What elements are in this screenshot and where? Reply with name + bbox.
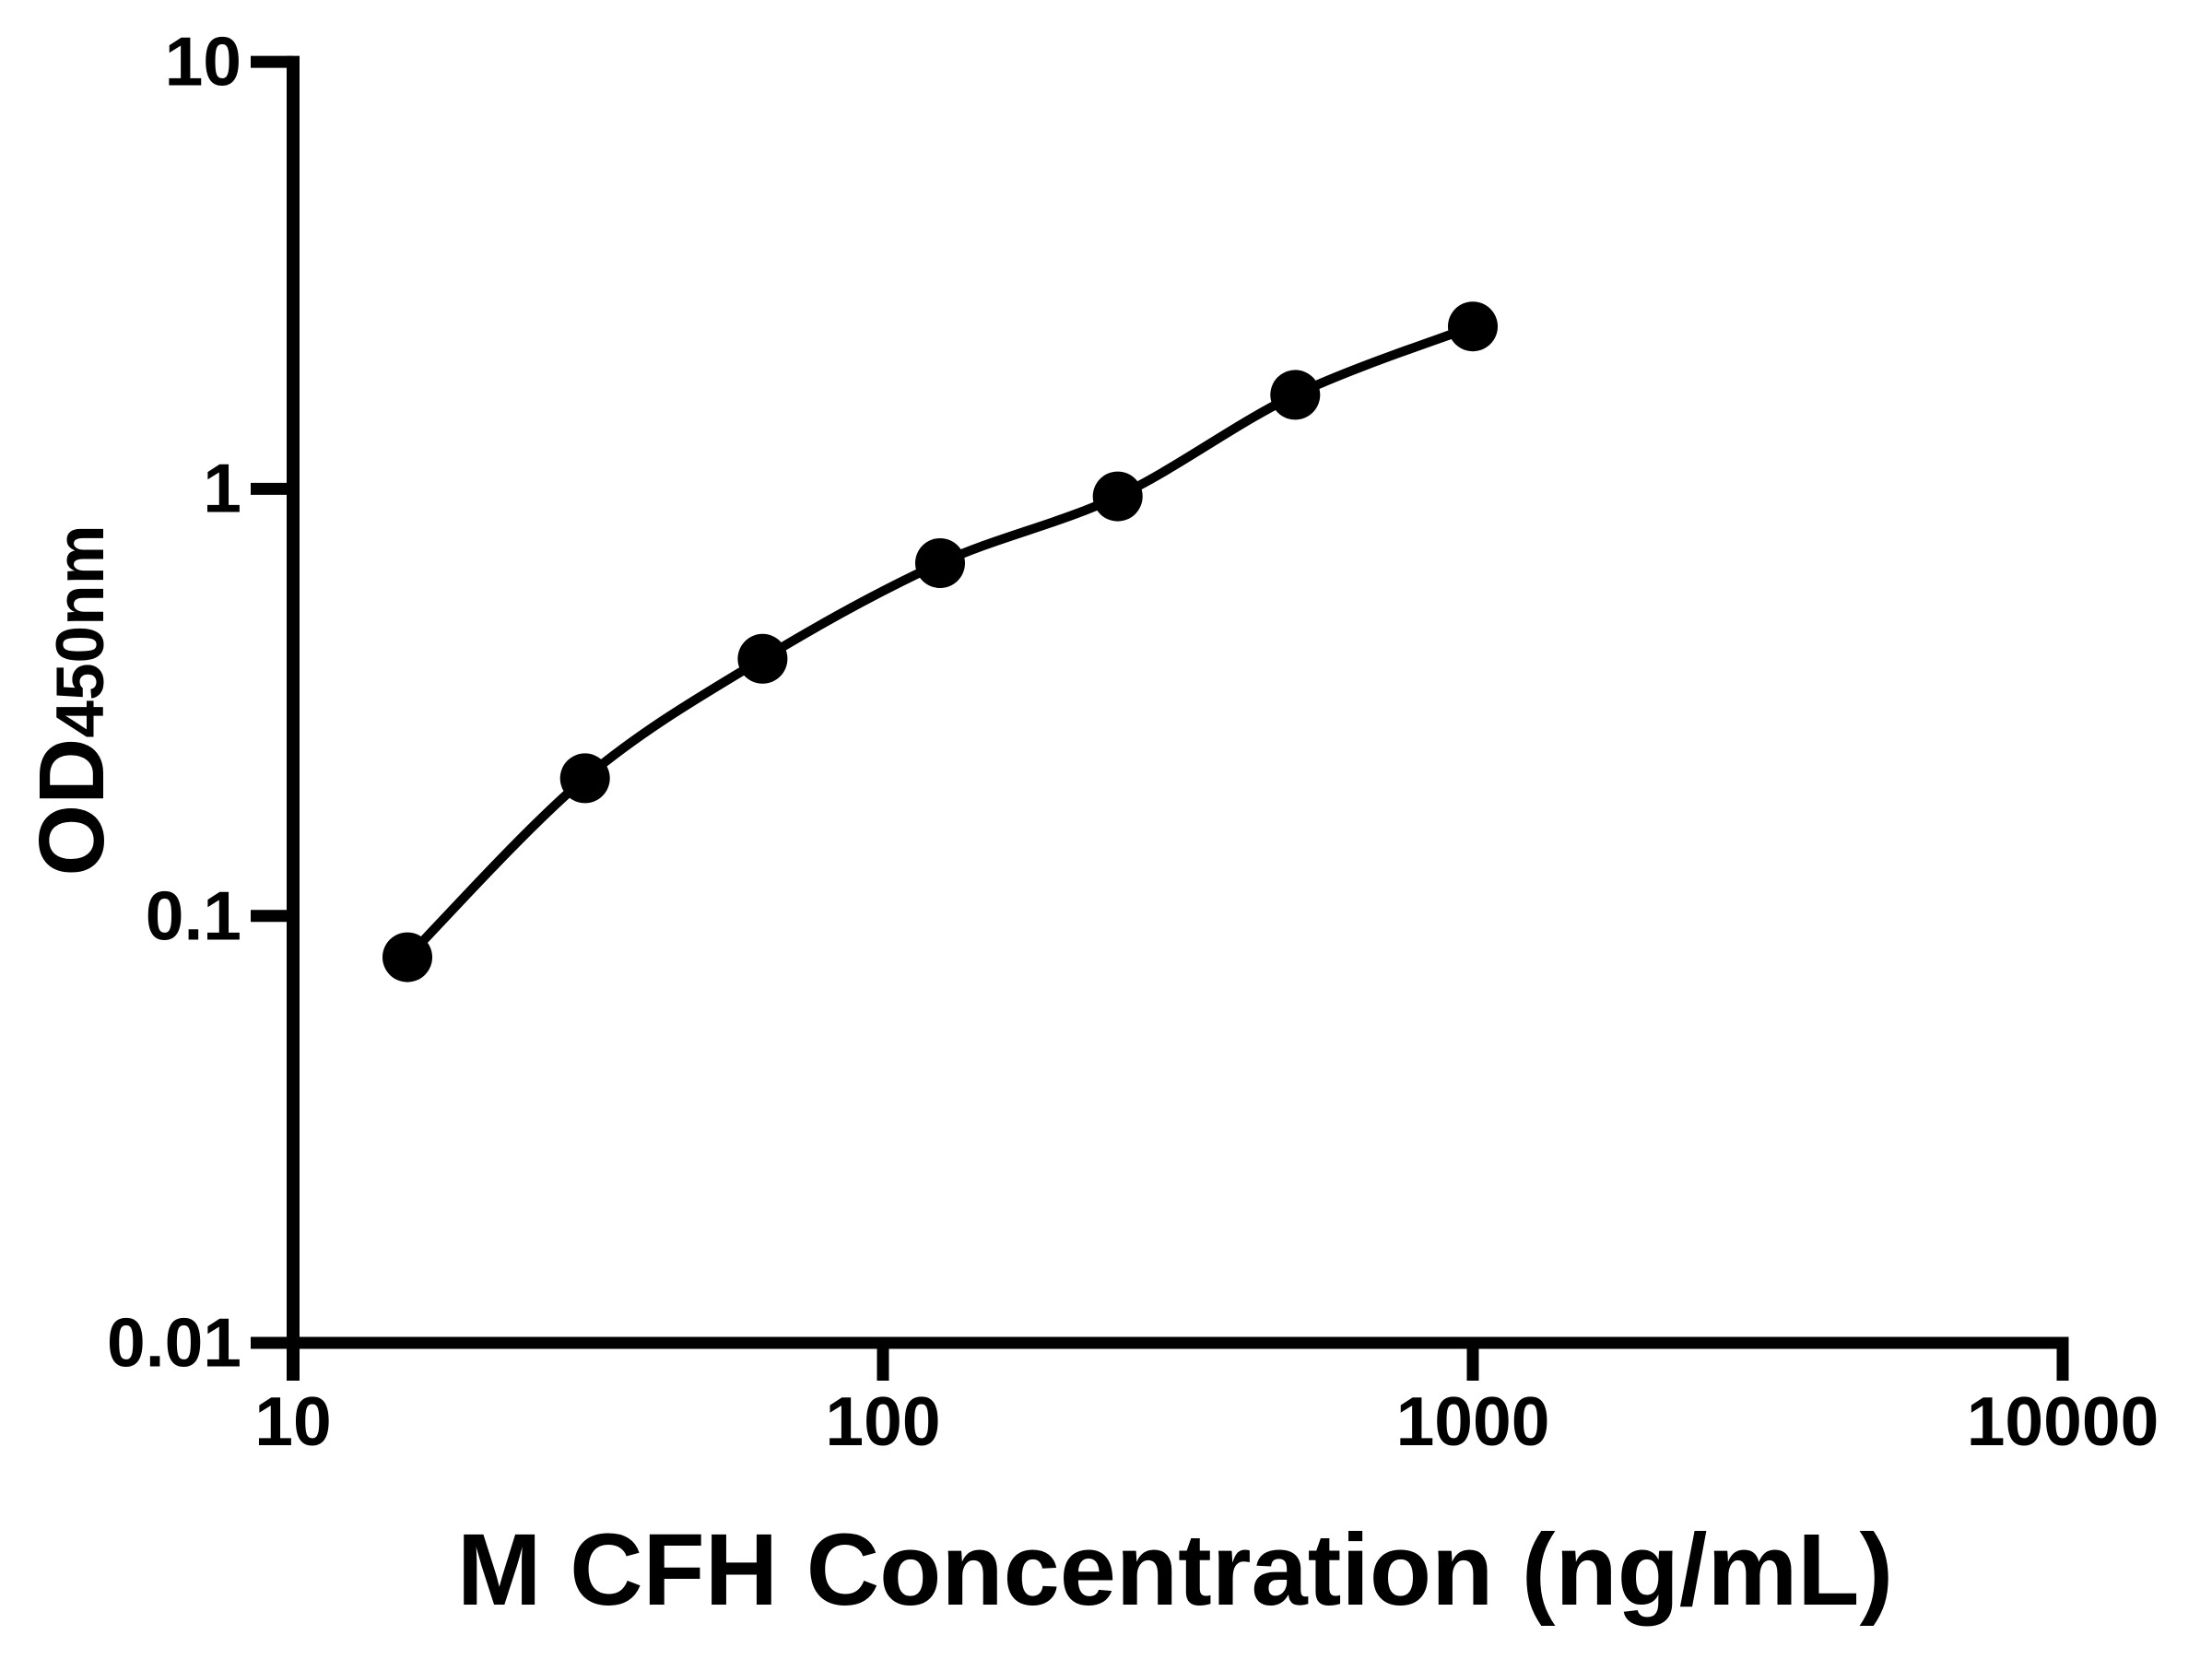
y-tick-label-0.01: 0.01: [107, 1303, 241, 1382]
x-tick-label-100: 100: [825, 1382, 941, 1460]
data-point-marker-125: [915, 538, 965, 588]
y-tick-label-10: 10: [164, 22, 241, 100]
data-point-marker-250: [1092, 471, 1143, 522]
y-tick-label-0.1: 0.1: [145, 877, 241, 955]
y-axis-title-subscript: 450nm: [43, 524, 118, 738]
y-axis-title-main: OD: [20, 737, 124, 877]
x-tick-label-1000: 1000: [1395, 1382, 1550, 1460]
data-point-marker-1000: [1448, 301, 1498, 352]
data-point-marker-31.25: [559, 753, 610, 804]
data-point-marker-500: [1270, 370, 1321, 420]
x-tick-label-10000: 10000: [1966, 1382, 2159, 1460]
x-axis-title: M CFH Concentration (ng/mL): [456, 1513, 1894, 1627]
data-point-marker-15.625: [382, 932, 432, 982]
y-axis-title: OD450nm: [20, 524, 124, 876]
standard-curve-line: [404, 322, 1475, 961]
x-tick-label-10: 10: [254, 1382, 332, 1460]
data-point-marker-62.5: [737, 633, 788, 684]
y-tick-label-1: 1: [203, 449, 241, 527]
